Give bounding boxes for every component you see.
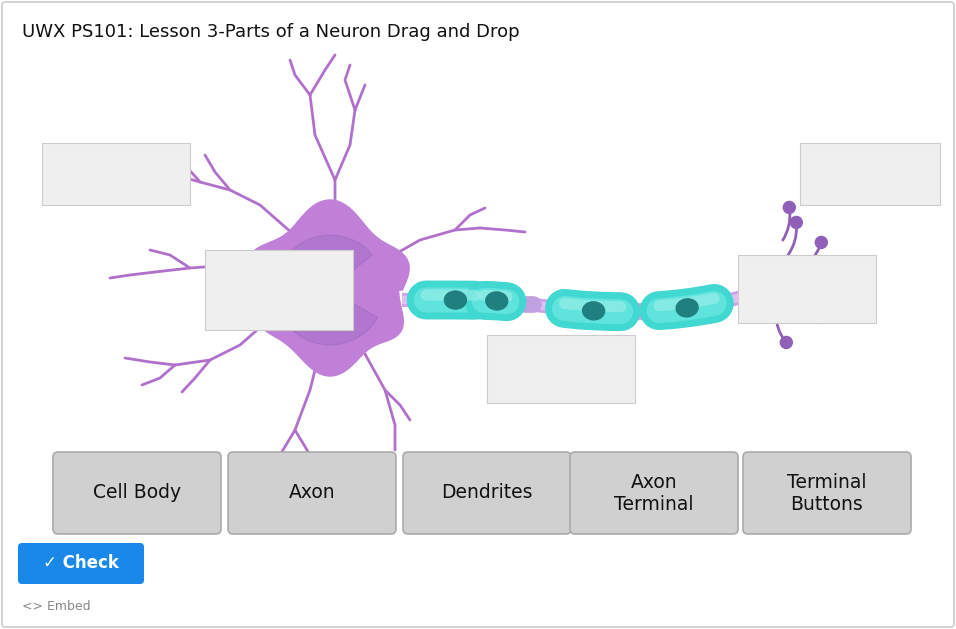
Text: Axon
Terminal: Axon Terminal (615, 472, 694, 513)
Circle shape (815, 237, 827, 248)
Text: Cell Body: Cell Body (93, 484, 181, 503)
FancyBboxPatch shape (53, 452, 221, 534)
Ellipse shape (676, 299, 698, 317)
FancyBboxPatch shape (42, 143, 190, 205)
Text: <> Embed: <> Embed (22, 601, 91, 613)
Ellipse shape (582, 302, 604, 320)
Polygon shape (246, 200, 409, 376)
Circle shape (783, 201, 795, 213)
Ellipse shape (445, 291, 467, 309)
Text: ✓ Check: ✓ Check (43, 554, 119, 572)
Circle shape (831, 281, 842, 294)
Text: Dendrites: Dendrites (442, 484, 532, 503)
FancyBboxPatch shape (18, 543, 144, 584)
FancyBboxPatch shape (487, 335, 635, 403)
Circle shape (815, 311, 827, 323)
FancyBboxPatch shape (403, 452, 571, 534)
Circle shape (791, 216, 802, 228)
FancyBboxPatch shape (228, 452, 396, 534)
Circle shape (780, 337, 793, 348)
Text: Axon: Axon (289, 484, 336, 503)
Circle shape (825, 272, 837, 284)
FancyBboxPatch shape (800, 143, 940, 205)
Polygon shape (275, 235, 378, 345)
Text: UWX PS101: Lesson 3-Parts of a Neuron Drag and Drop: UWX PS101: Lesson 3-Parts of a Neuron Dr… (22, 23, 520, 41)
FancyBboxPatch shape (743, 452, 911, 534)
Ellipse shape (486, 292, 508, 310)
FancyBboxPatch shape (570, 452, 738, 534)
FancyBboxPatch shape (205, 250, 353, 330)
FancyBboxPatch shape (738, 255, 876, 323)
Text: Terminal
Buttons: Terminal Buttons (787, 472, 867, 513)
